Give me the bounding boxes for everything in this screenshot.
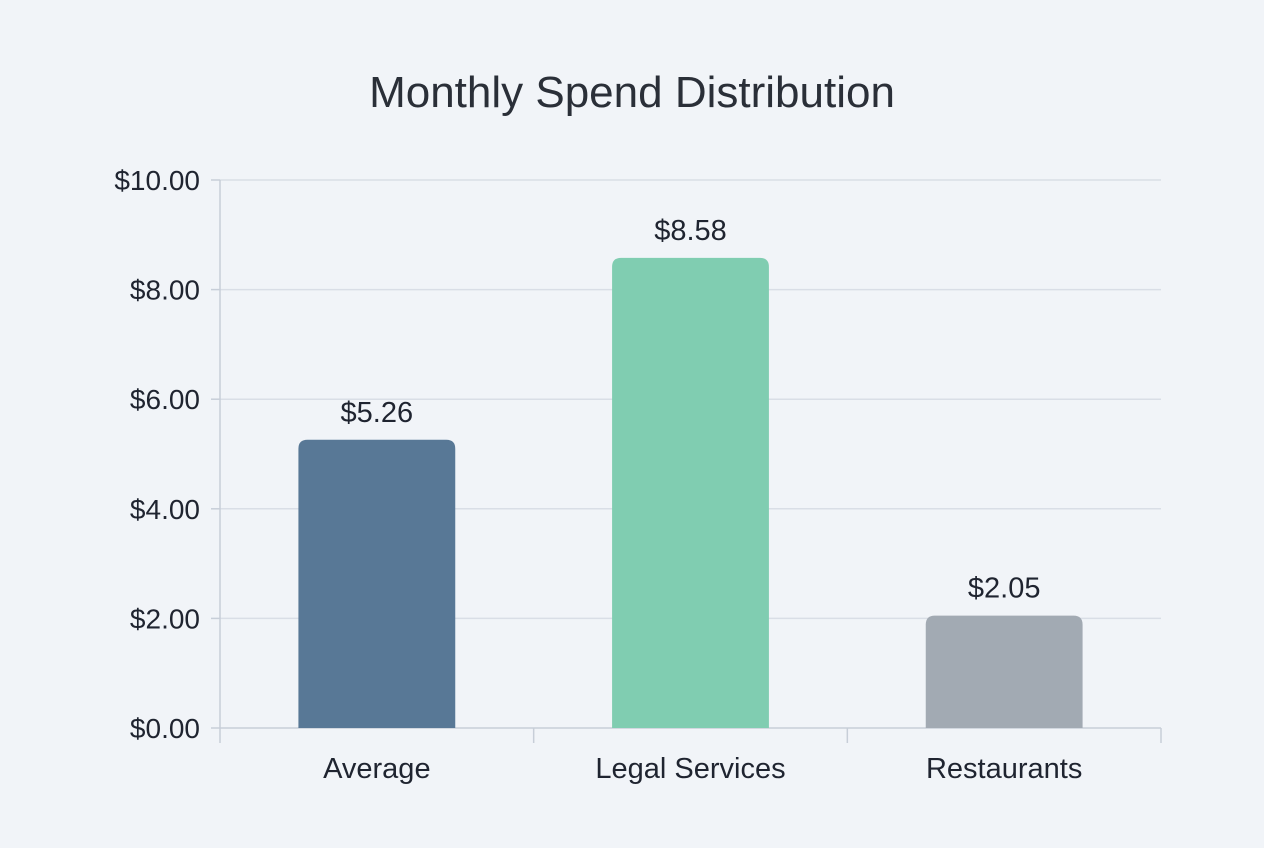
x-tick-label: Legal Services [595, 753, 785, 785]
y-tick-label: $0.00 [130, 713, 200, 744]
bars [298, 257, 1083, 728]
y-tick-label: $10.00 [114, 165, 200, 196]
bar-average [298, 439, 456, 728]
bar-legal-services [612, 257, 769, 728]
value-label: $2.05 [968, 573, 1041, 605]
x-tick-label: Average [323, 753, 431, 785]
x-tick-label: Restaurants [926, 753, 1082, 785]
chart-title: Monthly Spend Distribution [369, 68, 895, 117]
y-tick-label: $8.00 [130, 275, 200, 306]
value-labels: $5.26 $8.58 $2.05 [341, 215, 1041, 605]
y-axis: $0.00 $2.00 $4.00 $6.00 $8.00 $10.00 [114, 165, 221, 744]
x-axis: Average Legal Services Restaurants [219, 728, 1162, 785]
y-tick-label: $2.00 [130, 603, 200, 634]
value-label: $8.58 [654, 215, 727, 247]
bar-restaurants [925, 615, 1083, 728]
value-label: $5.26 [341, 397, 414, 429]
y-tick-label: $4.00 [130, 494, 200, 525]
y-tick-label: $6.00 [130, 384, 200, 415]
